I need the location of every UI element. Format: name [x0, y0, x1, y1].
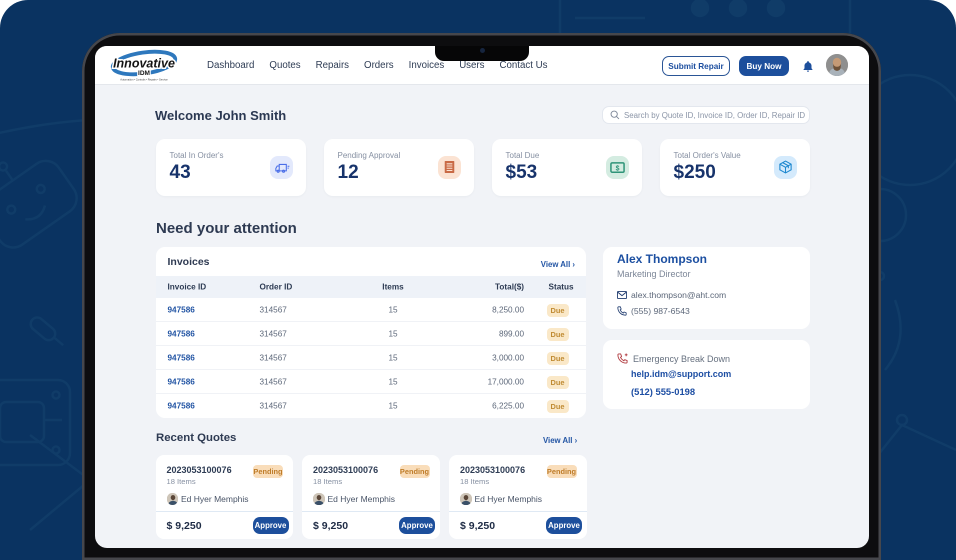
svg-text:Automation • Controls • Repair: Automation • Controls • Repairs • Servic… — [120, 78, 168, 82]
svg-text:$: $ — [616, 165, 620, 172]
svg-text:Innovative: Innovative — [113, 57, 175, 71]
svg-text:IDM: IDM — [138, 70, 150, 77]
